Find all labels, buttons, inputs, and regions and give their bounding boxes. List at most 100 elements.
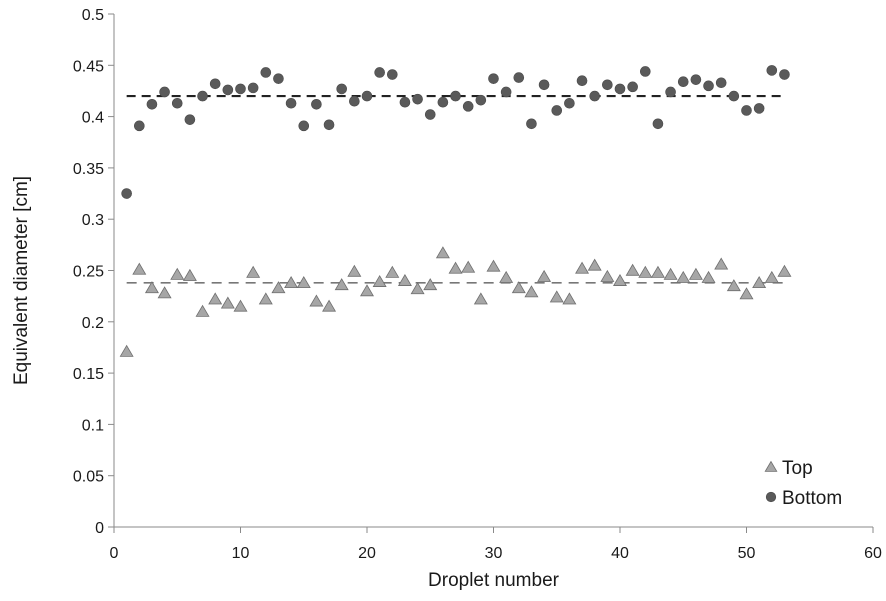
bottom-point (652, 118, 664, 130)
bottom-point (298, 120, 310, 132)
x-tick-label: 30 (485, 545, 503, 562)
top-point (435, 246, 450, 259)
top-point (549, 290, 564, 303)
y-tick-label: 0.2 (82, 315, 104, 332)
top-point (461, 260, 476, 273)
bottom-point (564, 97, 575, 109)
bottom-point (361, 90, 373, 102)
top-point (410, 282, 425, 295)
bottom-point (235, 83, 246, 95)
mean-reference-lines (126, 94, 785, 284)
top-point (638, 265, 653, 278)
top-point (360, 284, 374, 297)
series-bottom (121, 65, 790, 199)
bottom-point (450, 90, 461, 102)
top-point (119, 344, 134, 357)
top-point (473, 292, 488, 305)
bottom-point (197, 90, 208, 102)
bottom-point (677, 76, 689, 88)
bottom-point (690, 74, 702, 85)
top-point (613, 273, 627, 286)
top-point (157, 286, 172, 299)
y-tick-label: 0.5 (82, 7, 104, 24)
top-point (663, 267, 678, 280)
bottom-point (753, 103, 765, 114)
top-point (499, 270, 514, 283)
bottom-point (121, 188, 132, 199)
top-point (511, 281, 526, 294)
legend-label: Top (782, 458, 813, 479)
bottom-point (475, 94, 487, 106)
legend-label: Bottom (782, 488, 842, 509)
bottom-point (336, 83, 348, 95)
top-point (537, 269, 552, 282)
legend-item-bottom: Bottom (765, 488, 842, 509)
bottom-point (386, 69, 398, 80)
top-point (385, 265, 400, 278)
bottom-point (285, 97, 297, 109)
top-point (587, 258, 602, 271)
bottom-point (184, 114, 196, 125)
bottom-point (260, 67, 272, 78)
y-axis-title: Equivalent diameter [cm] (11, 176, 32, 385)
top-point (486, 259, 501, 272)
bottom-point (703, 80, 714, 92)
bottom-point (374, 67, 385, 78)
y-tick-label: 0.35 (73, 161, 104, 178)
top-point (208, 292, 223, 305)
y-tick-label: 0 (95, 520, 104, 537)
bottom-point (171, 97, 183, 109)
top-point (246, 265, 261, 278)
series-top (119, 246, 792, 357)
top-point (220, 296, 235, 309)
bottom-point (551, 105, 563, 116)
y-tick-label: 0.3 (82, 212, 104, 229)
top-point (334, 278, 349, 291)
top-point (600, 269, 615, 282)
top-point (347, 264, 362, 277)
top-point (170, 267, 185, 280)
data-points (119, 65, 792, 357)
bottom-point (159, 86, 170, 98)
bottom-point (779, 69, 790, 80)
bottom-point (146, 98, 158, 110)
top-point (524, 285, 539, 298)
top-point (182, 268, 197, 281)
y-tick-label: 0.15 (73, 366, 104, 383)
x-axis-title: Droplet number (428, 570, 560, 591)
top-point (322, 299, 337, 312)
bottom-point (488, 73, 499, 84)
bottom-point (134, 120, 145, 132)
y-tick-label: 0.25 (73, 264, 104, 281)
bottom-point (576, 75, 588, 86)
bottom-point (589, 90, 601, 102)
top-point (676, 270, 691, 283)
top-point (726, 279, 741, 292)
top-point (575, 261, 590, 274)
x-tick-label: 50 (738, 545, 756, 562)
bottom-point (639, 66, 651, 77)
top-point (271, 281, 286, 294)
bottom-point (424, 109, 436, 120)
legend: Top Bottom (764, 458, 842, 509)
bottom-point (665, 86, 676, 98)
bottom-point (715, 77, 727, 89)
x-tick-label: 0 (110, 545, 119, 562)
bottom-point (437, 96, 449, 108)
legend-triangle-marker (764, 460, 778, 472)
axes: 0 0.05 0.1 0.15 0.2 0.25 0.3 0.35 0.4 0.45 0.5 0 10 2… (73, 7, 882, 562)
bottom-point (209, 78, 221, 90)
top-point (777, 264, 792, 277)
bottom-point (412, 93, 423, 105)
x-tick-label: 20 (358, 545, 376, 562)
top-point (258, 292, 273, 305)
top-point (132, 262, 147, 275)
bottom-point (526, 118, 537, 130)
top-point (397, 273, 412, 286)
y-tick-label: 0.45 (73, 58, 104, 75)
bottom-point (602, 79, 613, 91)
bottom-point (311, 98, 322, 110)
y-tick-label: 0.4 (82, 110, 104, 127)
